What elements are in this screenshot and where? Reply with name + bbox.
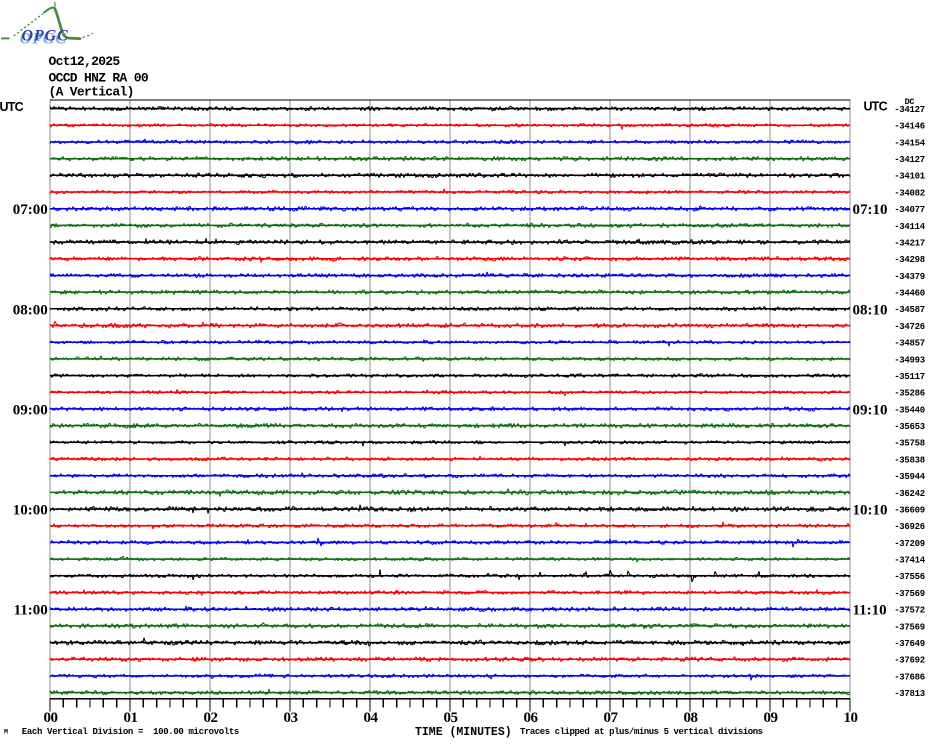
svg-text:09:10: 09:10 (853, 402, 888, 418)
svg-text:-37649: -37649 (894, 639, 925, 649)
svg-text:-34460: -34460 (894, 289, 925, 299)
svg-text:-37813: -37813 (894, 689, 925, 699)
svg-text:-37556: -37556 (894, 572, 925, 582)
svg-text:-37692: -37692 (894, 656, 925, 666)
svg-text:-35117: -35117 (894, 372, 925, 382)
svg-text:01: 01 (124, 710, 138, 726)
svg-text:-34587: -34587 (894, 305, 925, 315)
svg-text:-34114: -34114 (894, 222, 926, 232)
svg-text:-34146: -34146 (894, 122, 925, 132)
svg-text:-37686: -37686 (894, 672, 925, 682)
svg-text:-37569: -37569 (894, 589, 925, 599)
svg-text:-34857: -34857 (894, 339, 925, 349)
svg-text:UTC: UTC (0, 100, 24, 114)
svg-text:-35653: -35653 (894, 422, 925, 432)
svg-text:-34127: -34127 (894, 105, 925, 115)
svg-text:-34993: -34993 (894, 355, 925, 365)
svg-text:-35758: -35758 (894, 439, 925, 449)
svg-text:00: 00 (44, 710, 58, 726)
svg-text:09: 09 (764, 710, 778, 726)
svg-text:-34127: -34127 (894, 155, 925, 165)
svg-text:M: M (4, 729, 8, 736)
svg-text:OCCD HNZ RA 00: OCCD HNZ RA 00 (49, 70, 149, 85)
svg-text:05: 05 (444, 710, 458, 726)
svg-text:04: 04 (364, 710, 379, 726)
svg-text:UTC: UTC (864, 100, 888, 114)
svg-text:-34379: -34379 (894, 272, 925, 282)
svg-text:TIME (MINUTES): TIME (MINUTES) (415, 726, 512, 739)
svg-text:-37414: -37414 (894, 556, 926, 566)
svg-text:02: 02 (204, 710, 218, 726)
svg-text:09:00: 09:00 (13, 402, 48, 418)
svg-text:Oct12,2025: Oct12,2025 (49, 54, 121, 69)
svg-text:10: 10 (844, 710, 858, 726)
svg-text:-34298: -34298 (894, 255, 925, 265)
svg-text:08:00: 08:00 (13, 302, 48, 318)
svg-text:-34217: -34217 (894, 238, 925, 248)
svg-text:-34082: -34082 (894, 188, 925, 198)
svg-text:-36926: -36926 (894, 522, 925, 532)
svg-text:03: 03 (284, 710, 298, 726)
svg-text:-35286: -35286 (894, 389, 925, 399)
svg-text:OPGC: OPGC (20, 30, 67, 47)
svg-text:-37569: -37569 (894, 622, 925, 632)
svg-text:07:00: 07:00 (13, 202, 48, 218)
svg-text:-35944: -35944 (894, 472, 926, 482)
svg-text:-37209: -37209 (894, 539, 925, 549)
svg-text:-34726: -34726 (894, 322, 925, 332)
svg-text:-34101: -34101 (894, 172, 926, 182)
svg-text:-35838: -35838 (894, 455, 925, 465)
svg-text:11:00: 11:00 (14, 603, 48, 619)
svg-text:-37572: -37572 (894, 606, 925, 616)
svg-text:DC: DC (905, 97, 915, 107)
svg-text:-36242: -36242 (894, 489, 925, 499)
svg-text:(A Vertical): (A Vertical) (49, 84, 134, 99)
svg-text:Each Vertical Division = 100.: Each Vertical Division = 100.00 microvol… (22, 727, 239, 737)
svg-text:10:10: 10:10 (853, 503, 888, 519)
svg-text:07:10: 07:10 (853, 202, 888, 218)
svg-text:-35440: -35440 (894, 405, 925, 415)
svg-text:OPGC: OPGC (22, 27, 69, 44)
svg-text:10:00: 10:00 (13, 503, 48, 519)
svg-text:07: 07 (604, 710, 619, 726)
svg-text:06: 06 (524, 710, 539, 726)
svg-text:08:10: 08:10 (853, 302, 888, 318)
svg-text:-36609: -36609 (894, 505, 925, 515)
svg-text:08: 08 (684, 710, 698, 726)
svg-text:Traces clipped at plus/minus 5: Traces clipped at plus/minus 5 vertical … (520, 727, 763, 737)
svg-text:-34154: -34154 (894, 138, 926, 148)
svg-text:-34077: -34077 (894, 205, 925, 215)
svg-text:11:10: 11:10 (853, 603, 887, 619)
